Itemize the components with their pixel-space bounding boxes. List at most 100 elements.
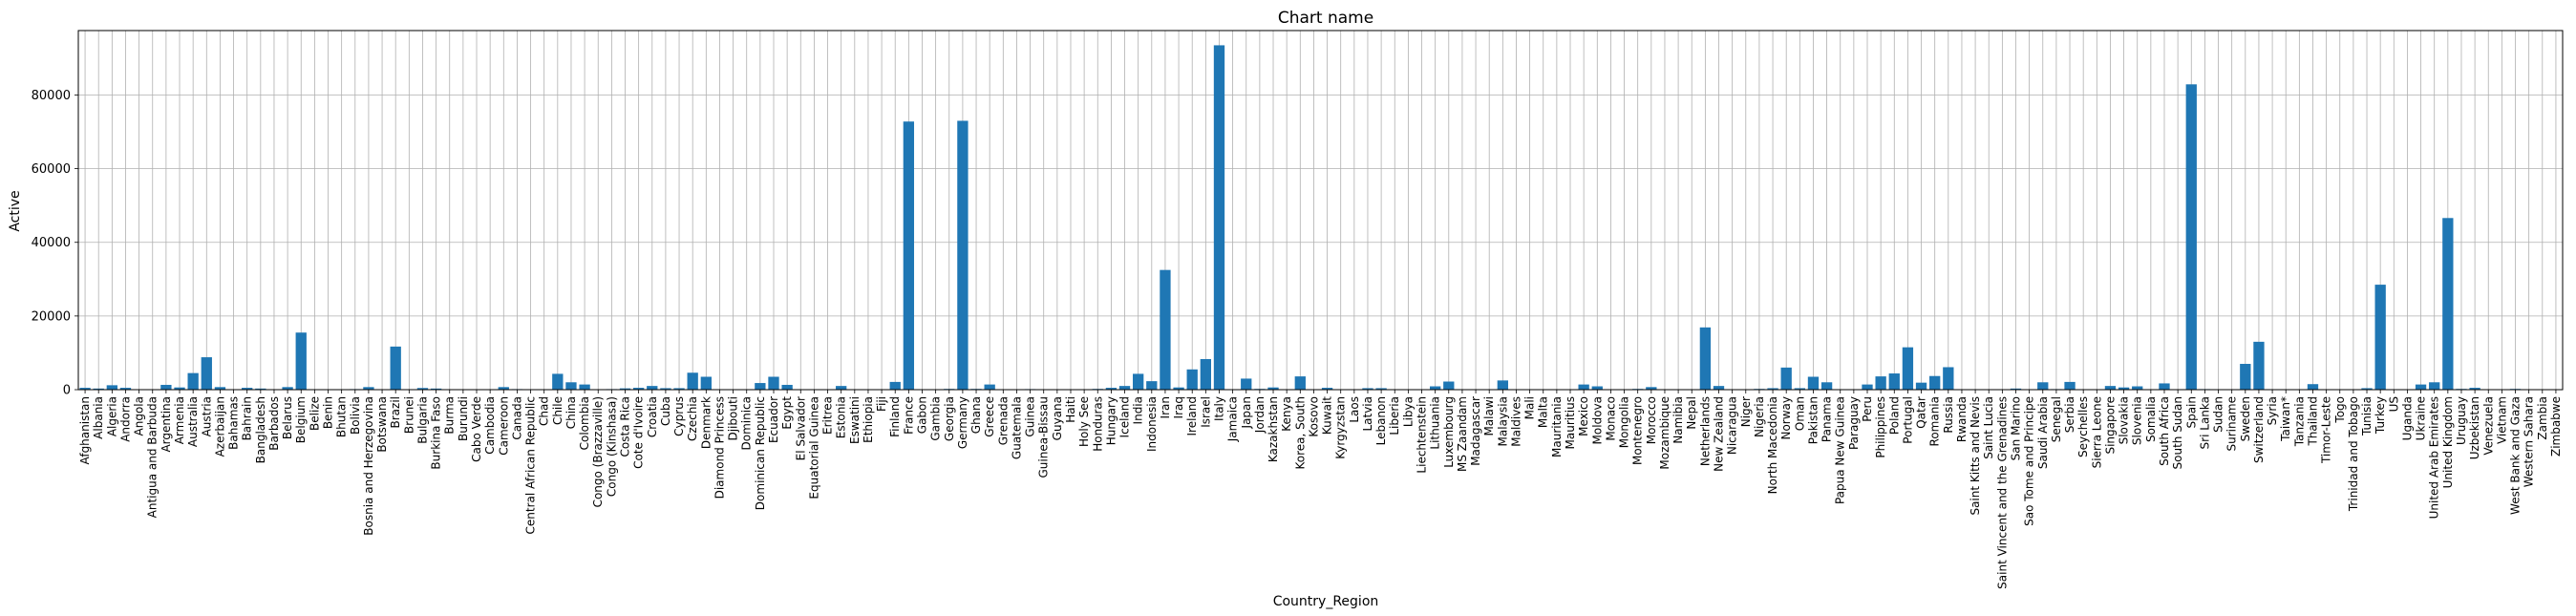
grid-layer: [78, 31, 2563, 391]
x-tick-label: Israel: [1199, 396, 1212, 428]
bar: [2307, 384, 2319, 390]
x-tick-label: Moldova: [1590, 396, 1604, 444]
x-tick-label: Liechtenstein: [1416, 396, 1429, 474]
x-tick-label: Latvia: [1361, 396, 1374, 432]
x-tick-label: Iceland: [1118, 396, 1132, 437]
axes-frame: [77, 30, 2564, 391]
x-tick-label: Afghanistan: [78, 396, 92, 464]
bar: [1173, 387, 1184, 390]
x-tick-label: Mongolia: [1618, 396, 1631, 448]
x-tick-label: Sudan: [2212, 396, 2225, 433]
x-tick-label: Malaysia: [1496, 396, 1509, 446]
bar: [282, 387, 293, 390]
x-tick-label: Malawi: [1482, 396, 1496, 436]
x-tick-label: Timor-Leste: [2320, 396, 2333, 464]
bar: [1888, 373, 1900, 390]
bar: [660, 388, 671, 390]
x-tick-label: Korea, South: [1293, 396, 1307, 470]
x-tick-label: Egypt: [780, 396, 794, 430]
x-tick-label: Dominica: [740, 396, 754, 451]
x-tick-label: Kyrgyzstan: [1334, 396, 1348, 459]
x-tick-label: United Kingdom: [2441, 396, 2455, 488]
x-tick-label: Algeria: [105, 396, 118, 436]
bar: [755, 383, 766, 390]
x-tick-label: Trinidad and Tobago: [2347, 396, 2360, 512]
x-tick-label: Jordan: [1253, 396, 1267, 434]
x-tick-label: Netherlands: [1698, 396, 1712, 466]
x-tick-label: Philippines: [1874, 396, 1887, 458]
bar: [1578, 384, 1589, 390]
x-tick-label: Cote d'Ivoire: [632, 396, 646, 469]
x-tick-label: Russia: [1942, 396, 1955, 434]
x-tick-label: Czechia: [686, 396, 699, 441]
x-tick-label: Sweden: [2239, 396, 2252, 441]
x-tick-label: Taiwan*: [2279, 396, 2292, 442]
bar: [647, 386, 658, 390]
bar: [1133, 373, 1144, 390]
x-tick-label: Poland: [1887, 396, 1901, 435]
bar: [2374, 285, 2386, 390]
x-tick-label: Finland: [888, 396, 902, 437]
bar: [79, 388, 91, 390]
x-tick-label: South Africa: [2158, 396, 2171, 466]
x-tick-label: Canada: [510, 396, 523, 440]
chart-title: Chart name: [1278, 9, 1373, 28]
x-tick-label: Congo (Kinshasa): [605, 396, 618, 497]
bar: [781, 384, 793, 390]
x-tick-label: Gabon: [915, 396, 928, 434]
bar: [1200, 358, 1211, 390]
x-tick-label: Tunisia: [2360, 396, 2374, 436]
bar: [889, 381, 901, 390]
bar: [619, 388, 631, 390]
x-tick-label: Bhutan: [335, 396, 349, 437]
y-tick-label: 0: [63, 384, 71, 398]
x-tick-label: Sri Lanka: [2198, 396, 2211, 449]
bar: [498, 387, 509, 390]
bar: [1875, 376, 1886, 390]
x-tick-label: Mauritania: [1550, 396, 1564, 457]
x-tick-label: Nepal: [1685, 396, 1698, 430]
x-tick-label: Cabo Verde: [470, 396, 483, 462]
x-tick-label: Vietnam: [2495, 396, 2508, 444]
x-tick-label: Zambia: [2536, 396, 2549, 440]
x-tick-label: Lithuania: [1429, 396, 1442, 450]
x-tick-label: Suriname: [2225, 396, 2239, 452]
x-axis-label: Country_Region: [1273, 594, 1379, 609]
bar: [1241, 378, 1252, 390]
x-tick-label: Pakistan: [1806, 396, 1820, 444]
x-tick-label: Angola: [133, 396, 146, 435]
x-tick-label: Brazil: [389, 396, 402, 429]
x-tick-label: Seychelles: [2076, 396, 2090, 457]
bar: [984, 384, 995, 390]
x-tick-label: Georgia: [943, 396, 956, 441]
bar: [552, 373, 564, 390]
bar: [2118, 387, 2130, 390]
x-tick-label: Togo: [2333, 396, 2347, 424]
bar: [1267, 387, 1279, 390]
bar: [1862, 384, 1873, 390]
x-tick-label: Nicaragua: [1726, 396, 1739, 455]
bar: [2010, 388, 2022, 390]
x-tick-label: Dominican Republic: [754, 396, 767, 510]
x-tick-label: Uzbekistan: [2468, 396, 2481, 459]
bar: [1362, 388, 1373, 390]
x-tick-label: Maldives: [1509, 396, 1522, 447]
axis-layer: [77, 30, 2564, 391]
bar: [1375, 388, 1387, 390]
x-tick-label: Central African Republic: [524, 396, 538, 534]
bar: [632, 388, 645, 390]
bar: [2469, 388, 2480, 390]
bar: [160, 384, 172, 390]
x-tick-label: Eswatini: [848, 396, 862, 444]
bar: [1105, 388, 1118, 390]
bar: [1915, 382, 1927, 390]
x-tick-label: Antigua and Barbuda: [146, 396, 160, 518]
x-tick-label: Senegal: [2050, 396, 2063, 442]
bar: [1794, 388, 1805, 390]
x-tick-label: Singapore: [2103, 396, 2117, 455]
x-tick-label: Brunei: [402, 396, 415, 434]
x-tick-label: Iraq: [1172, 396, 1185, 418]
x-tick-label: Spain: [2184, 396, 2198, 429]
x-tick-label: Diamond Princess: [713, 396, 726, 499]
x-tick-label: Norway: [1779, 396, 1793, 440]
